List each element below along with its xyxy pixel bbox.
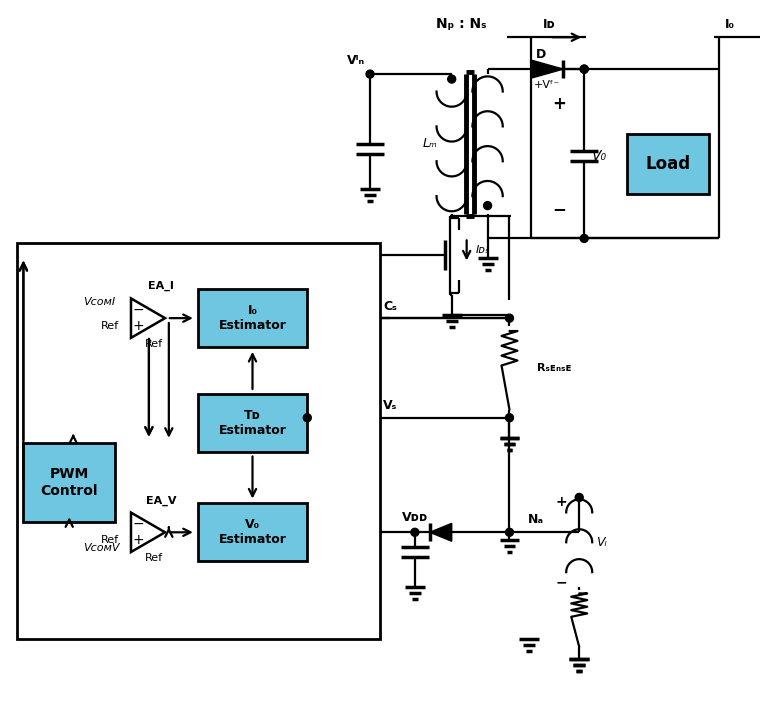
Text: VᴄᴏᴍI: VᴄᴏᴍI bbox=[83, 297, 116, 307]
Text: +: + bbox=[132, 319, 144, 333]
Circle shape bbox=[304, 413, 311, 422]
Text: PWM
Control: PWM Control bbox=[40, 467, 98, 498]
FancyBboxPatch shape bbox=[18, 244, 380, 639]
Text: Cₛ: Cₛ bbox=[383, 299, 397, 313]
Text: EA_V: EA_V bbox=[145, 496, 176, 506]
Circle shape bbox=[505, 314, 514, 322]
Text: −: − bbox=[552, 200, 566, 217]
Text: −: − bbox=[132, 303, 144, 317]
Circle shape bbox=[483, 202, 492, 210]
Text: Vᴵₙ: Vᴵₙ bbox=[347, 54, 365, 67]
Circle shape bbox=[411, 528, 419, 536]
Polygon shape bbox=[430, 523, 452, 541]
Text: Ref: Ref bbox=[101, 321, 119, 331]
Text: Ref: Ref bbox=[145, 553, 163, 563]
Text: Nₐ: Nₐ bbox=[527, 513, 543, 526]
Text: Load: Load bbox=[645, 155, 690, 173]
FancyBboxPatch shape bbox=[198, 394, 307, 452]
Circle shape bbox=[580, 65, 588, 73]
Text: Ref: Ref bbox=[145, 339, 163, 349]
Circle shape bbox=[580, 65, 588, 73]
Text: +: + bbox=[552, 95, 566, 113]
Text: VᴄᴏᴍV: VᴄᴏᴍV bbox=[83, 543, 119, 553]
Text: V₀: V₀ bbox=[591, 149, 607, 163]
Circle shape bbox=[505, 413, 514, 422]
Text: Vᴅᴅ: Vᴅᴅ bbox=[402, 511, 428, 524]
FancyBboxPatch shape bbox=[198, 503, 307, 561]
Text: V₀
Estimator: V₀ Estimator bbox=[218, 518, 286, 547]
Text: −: − bbox=[132, 518, 144, 531]
Text: Iᴅ: Iᴅ bbox=[543, 18, 556, 31]
Text: Iᴅₛ: Iᴅₛ bbox=[476, 246, 489, 256]
Text: Nₚ : Nₛ: Nₚ : Nₛ bbox=[437, 17, 487, 31]
Circle shape bbox=[580, 234, 588, 242]
FancyBboxPatch shape bbox=[198, 290, 307, 347]
Text: +Vᶠ⁻: +Vᶠ⁻ bbox=[534, 80, 560, 90]
Text: EA_I: EA_I bbox=[148, 281, 174, 292]
Polygon shape bbox=[131, 513, 165, 552]
Circle shape bbox=[366, 70, 374, 78]
Text: Vₛ: Vₛ bbox=[383, 399, 397, 412]
Text: D: D bbox=[537, 47, 546, 61]
Circle shape bbox=[505, 528, 514, 536]
Text: Rₛᴇₙₛᴇ: Rₛᴇₙₛᴇ bbox=[537, 363, 572, 373]
FancyBboxPatch shape bbox=[627, 134, 708, 193]
Text: Lₘ: Lₘ bbox=[422, 137, 437, 150]
Text: Ref: Ref bbox=[101, 535, 119, 545]
Text: −: − bbox=[556, 575, 567, 589]
Text: I₀: I₀ bbox=[724, 18, 734, 31]
Text: Vₗ: Vₗ bbox=[596, 536, 607, 549]
Polygon shape bbox=[131, 298, 165, 338]
FancyBboxPatch shape bbox=[24, 442, 115, 523]
Text: +: + bbox=[556, 496, 567, 510]
Circle shape bbox=[447, 75, 456, 83]
Polygon shape bbox=[531, 60, 563, 78]
Text: Tᴅ
Estimator: Tᴅ Estimator bbox=[218, 409, 286, 437]
Text: +: + bbox=[132, 533, 144, 547]
Text: I₀
Estimator: I₀ Estimator bbox=[218, 304, 286, 332]
Circle shape bbox=[575, 493, 583, 501]
